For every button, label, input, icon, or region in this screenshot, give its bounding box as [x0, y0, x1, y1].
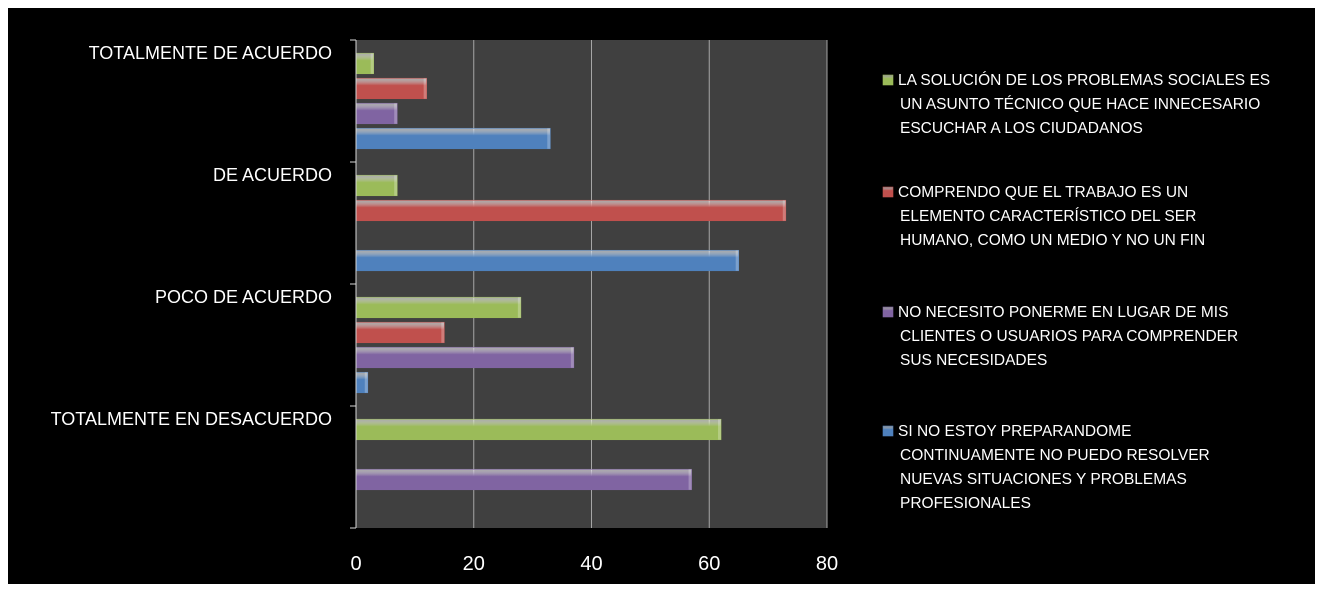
legend-entry-line: HUMANO, COMO UN MEDIO Y NO UN FIN [900, 232, 1205, 249]
title-strip [0, 0, 1323, 8]
legend-entry-line: COMPRENDO QUE EL TRABAJO ES UN [898, 184, 1188, 201]
bar [355, 346, 575, 369]
bar [355, 296, 522, 319]
axes [350, 39, 357, 529]
bar [355, 199, 787, 222]
bar-cap [423, 78, 427, 99]
bar-cap [782, 200, 786, 221]
x-tick-label: 80 [816, 553, 838, 575]
legend-entry-line: NUEVAS SITUACIONES Y PROBLEMAS [900, 471, 1187, 488]
bar-cap [394, 175, 398, 196]
grid-lines [473, 40, 828, 528]
legend-swatch [882, 74, 894, 86]
bar-cap [364, 372, 368, 393]
legend-swatch [882, 186, 894, 198]
legend-swatch [882, 425, 894, 437]
bars [355, 52, 787, 491]
legend-entry-line: NO NECESITO PONERME EN LUGAR DE MIS [898, 304, 1228, 321]
legend-entry-line: UN ASUNTO TÉCNICO QUE HACE INNECESARIO [900, 96, 1260, 113]
bar-cap [394, 103, 398, 124]
legend-entry-line: CLIENTES O USUARIOS PARA COMPRENDER [900, 328, 1238, 345]
legend: LA SOLUCIÓN DE LOS PROBLEMAS SOCIALES ES… [882, 72, 1270, 512]
bar [355, 77, 427, 100]
bar-cap [735, 250, 739, 271]
x-tick-label: 0 [350, 553, 361, 575]
bar-cap [547, 128, 551, 149]
bar [355, 321, 445, 344]
legend-entry-line: ELEMENTO CARACTERÍSTICO DEL SER [900, 208, 1196, 225]
bar-cap [688, 469, 692, 490]
legend-entry-line: PROFESIONALES [900, 495, 1031, 512]
bar-cap [517, 297, 521, 318]
category-label: TOTALMENTE EN DESACUERDO [51, 409, 332, 429]
category-label: TOTALMENTE DE ACUERDO [89, 43, 332, 63]
bar [355, 174, 398, 197]
legend-entry-line: ESCUCHAR A LOS CIUDADANOS [900, 120, 1143, 137]
category-labels: TOTALMENTE DE ACUERDO DE ACUERDO POCO DE A… [51, 43, 332, 429]
bar [355, 127, 551, 150]
bar [355, 418, 722, 441]
category-label: POCO DE ACUERDO [155, 287, 332, 307]
x-tick-labels: 0 20 40 60 80 [350, 553, 838, 575]
bar-cap [441, 322, 445, 343]
x-tick-label: 20 [463, 553, 485, 575]
legend-entry-line: SI NO ESTOY PREPARANDOME [898, 423, 1131, 440]
category-label: DE ACUERDO [213, 165, 332, 185]
legend-entry-line: LA SOLUCIÓN DE LOS PROBLEMAS SOCIALES ES [898, 72, 1270, 89]
legend-entry-line: CONTINUAMENTE NO PUEDO RESOLVER [900, 447, 1210, 464]
bar-cap [570, 347, 574, 368]
legend-swatch [882, 306, 894, 318]
bar-cap [718, 419, 722, 440]
legend-entry-line: SUS NECESIDADES [900, 352, 1047, 369]
bar [355, 249, 739, 272]
bar [355, 468, 692, 491]
bar-cap [370, 53, 374, 74]
x-tick-label: 40 [580, 553, 602, 575]
x-tick-label: 60 [698, 553, 720, 575]
bar [355, 102, 398, 125]
